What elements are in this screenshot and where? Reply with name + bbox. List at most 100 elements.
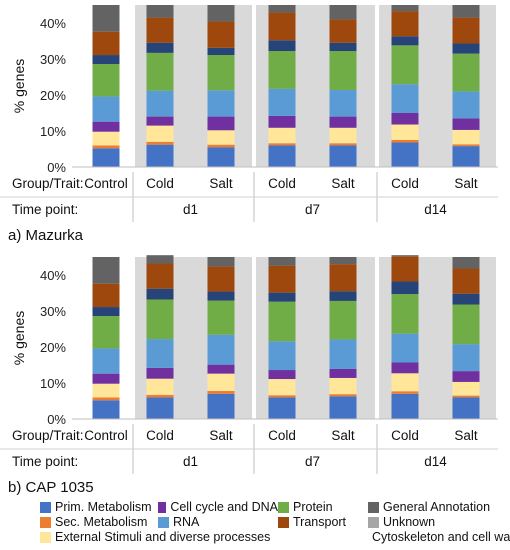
bar-segment [146,288,174,300]
bar-segment [207,144,235,148]
bar-segment [92,148,120,167]
bar-segment [452,293,480,305]
bar-segment [92,145,120,149]
y-tick-label: 0% [47,412,66,427]
bar-segment [146,299,174,340]
legend-entry: Unknown [368,515,500,530]
bar-segment [391,333,419,363]
bar-segment [329,127,357,144]
category-label: Cold [146,176,174,191]
bar-segment [391,140,419,143]
bar-segment [146,255,174,264]
bar-segment [146,116,174,126]
y-axis-label: % genes [11,59,27,113]
bar-segment [391,255,419,257]
legend-swatch [368,517,379,528]
bar-segment [207,291,235,301]
bar-segment [92,96,120,122]
bar-segment [207,130,235,145]
bar-segment [146,367,174,379]
legend-entry: Cytoskeleton and cell wall [368,530,510,545]
bar-segment [268,265,296,293]
category-label: Cold [391,428,419,443]
legend-label: Sec. Metabolism [55,515,148,529]
bar-segment [207,393,235,419]
bar-segment [329,396,357,419]
bar-segment [268,5,296,13]
bar-segment [92,55,120,65]
bar-segment [268,88,296,116]
group-row-label: Group/Trait: [12,176,84,191]
category-label: Salt [454,176,478,191]
bar-segment [268,257,296,266]
bar-segment [207,21,235,48]
bar-segment [92,397,120,401]
bar-segment [329,89,357,117]
category-label: Salt [331,428,355,443]
bar-segment [207,364,235,374]
bar-segment [391,256,419,282]
bar-segment [268,379,296,396]
bar-segment [452,268,480,294]
legend-entry: Sec. Metabolism [40,515,158,530]
bar-segment [92,64,120,97]
bar-segment [207,55,235,91]
y-tick-label: 0% [47,160,66,175]
bar-segment [92,257,120,284]
legend-label: General Annotation [383,500,491,514]
bar-segment [329,264,357,292]
bar-segment [207,334,235,365]
time-point-label: d1 [183,202,198,217]
bar-segment [452,344,480,372]
bar-segment [207,47,235,56]
legend-label: RNA [173,515,200,529]
legend-swatch [40,517,51,528]
bar-segment [452,53,480,92]
bar-segment [452,381,480,396]
bar-segment [146,339,174,368]
legend-swatch [40,502,51,513]
legend-swatch [368,502,379,513]
bar-segment [268,145,296,167]
legend-label: Unknown [383,515,436,529]
bar-segment [391,124,419,140]
bar-segment [268,51,296,89]
legend-label: Cytoskeleton and cell wall [372,530,510,544]
bar-segment [146,394,174,398]
bar-segment [92,121,120,132]
bar-segment [207,90,235,117]
bar-segment [452,17,480,44]
bar-segment [452,397,480,419]
bar-segment [92,283,120,308]
bar-segment [268,395,296,398]
y-tick-label: 40% [40,16,66,31]
legend-swatch [278,517,289,528]
bar-segment [92,373,120,384]
bar-segment [268,341,296,371]
category-label: Cold [146,428,174,443]
category-label: Salt [209,428,233,443]
bar-segment [329,368,357,378]
bar-segment [268,301,296,342]
bar-segment [329,51,357,90]
legend-row: Prim. Metabolism Cell cycle and DNA Protei… [40,500,500,515]
bar-segment [452,91,480,119]
category-label: Cold [268,428,296,443]
y-tick-label: 20% [40,88,66,103]
bar-segment [268,143,296,146]
y-axis-label: % genes [11,311,27,365]
bar-segment [391,391,419,394]
legend-label: Cell cycle and DNA [170,500,278,514]
bar-segment [268,115,296,128]
bar-segment [146,144,174,167]
y-tick-label: 30% [40,304,66,319]
bar-segment [391,5,419,12]
bar-segment [329,257,357,265]
legend-entry: General Annotation [368,500,500,515]
legend-entry: Protein [278,500,368,515]
y-tick-label: 30% [40,52,66,67]
category-label: Salt [209,176,233,191]
legend-swatch [158,517,169,528]
bar-segment [329,116,357,128]
